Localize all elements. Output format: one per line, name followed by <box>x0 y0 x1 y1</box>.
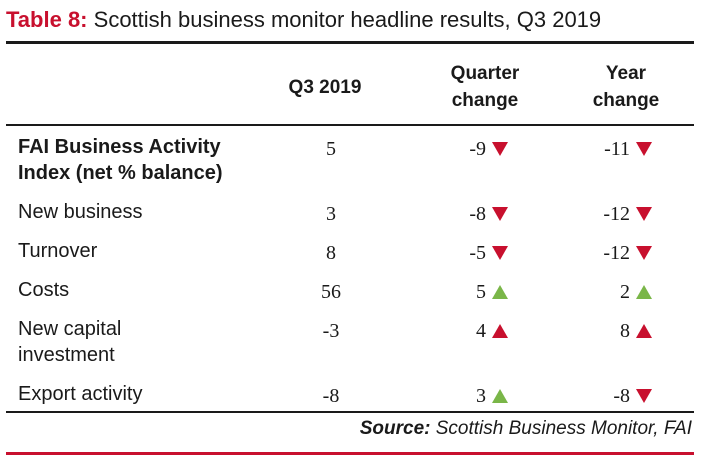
down-arrow-icon <box>636 389 652 403</box>
row-value-q3: 56 <box>321 281 341 303</box>
header-quarter-line2: change <box>451 90 519 111</box>
row-label-export-activity: Export activity <box>18 383 143 405</box>
row-year-change: -8 <box>560 383 652 409</box>
source-text: Scottish Business Monitor, FAI <box>435 418 692 439</box>
row-value-q3: -8 <box>322 385 340 407</box>
row-label-new-business: New business <box>18 201 143 223</box>
row-year-change: -12 <box>560 240 652 266</box>
row-quarter-change: 5 <box>420 279 508 305</box>
row-label-line: Index (net % balance) <box>18 162 223 184</box>
down-arrow-icon <box>636 142 652 156</box>
row-value-q3: 3 <box>326 203 336 225</box>
source-note: Source: Scottish Business Monitor, FAI <box>360 418 692 440</box>
row-quarter-change: 3 <box>420 383 508 409</box>
quarter-change-value: 4 <box>476 320 486 342</box>
table-title-text: Scottish business monitor headline resul… <box>93 7 602 32</box>
year-change-value: -8 <box>613 385 630 407</box>
up-arrow-icon <box>636 285 652 299</box>
up-arrow-icon <box>636 324 652 338</box>
row-year-change: -11 <box>560 136 652 162</box>
up-arrow-icon <box>492 285 508 299</box>
row-quarter-change: -8 <box>420 201 508 227</box>
quarter-change-value: -5 <box>469 242 486 264</box>
down-arrow-icon <box>636 207 652 221</box>
row-label-line: investment <box>18 344 115 366</box>
bottom-rule <box>6 411 694 413</box>
top-rule <box>6 41 694 44</box>
row-year-change: -12 <box>560 201 652 227</box>
up-arrow-icon <box>492 389 508 403</box>
table-title: Table 8: Scottish business monitor headl… <box>6 6 601 34</box>
row-year-change: 8 <box>560 318 652 344</box>
row-label-line: FAI Business Activity <box>18 136 221 158</box>
row-label-new-capital-investment: New capital investment <box>18 316 258 368</box>
footer-red-rule <box>6 452 694 455</box>
up-arrow-icon <box>492 324 508 338</box>
row-value-q3: -3 <box>322 320 340 342</box>
quarter-change-value: 3 <box>476 385 486 407</box>
quarter-change-value: -9 <box>469 138 486 160</box>
row-value-q3: 5 <box>326 138 336 160</box>
quarter-change-value: 5 <box>476 281 486 303</box>
header-q3: Q3 2019 <box>288 77 362 98</box>
year-change-value: -11 <box>604 138 630 160</box>
row-label-line: New capital <box>18 318 122 340</box>
row-label-fai: FAI Business Activity Index (net % balan… <box>18 134 258 186</box>
year-change-value: -12 <box>603 203 630 225</box>
down-arrow-icon <box>492 246 508 260</box>
row-label-costs: Costs <box>18 279 70 301</box>
quarter-change-value: -8 <box>469 203 486 225</box>
row-quarter-change: -5 <box>420 240 508 266</box>
down-arrow-icon <box>492 142 508 156</box>
year-change-value: -12 <box>603 242 630 264</box>
year-change-value: 8 <box>620 320 630 342</box>
row-quarter-change: -9 <box>420 136 508 162</box>
header-year-line1: Year <box>605 63 647 84</box>
table-number: Table 8: <box>6 7 88 32</box>
row-value-q3: 8 <box>326 242 336 264</box>
row-quarter-change: 4 <box>420 318 508 344</box>
row-label-turnover: Turnover <box>18 240 98 262</box>
header-quarter-change: Quarter change <box>425 60 545 114</box>
row-year-change: 2 <box>560 279 652 305</box>
source-label: Source: <box>359 418 431 439</box>
header-rule <box>6 124 694 126</box>
header-quarter-line1: Quarter <box>450 63 520 84</box>
header-year-line2: change <box>592 90 660 111</box>
header-year-change: Year change <box>566 60 686 114</box>
year-change-value: 2 <box>620 281 630 303</box>
down-arrow-icon <box>492 207 508 221</box>
down-arrow-icon <box>636 246 652 260</box>
